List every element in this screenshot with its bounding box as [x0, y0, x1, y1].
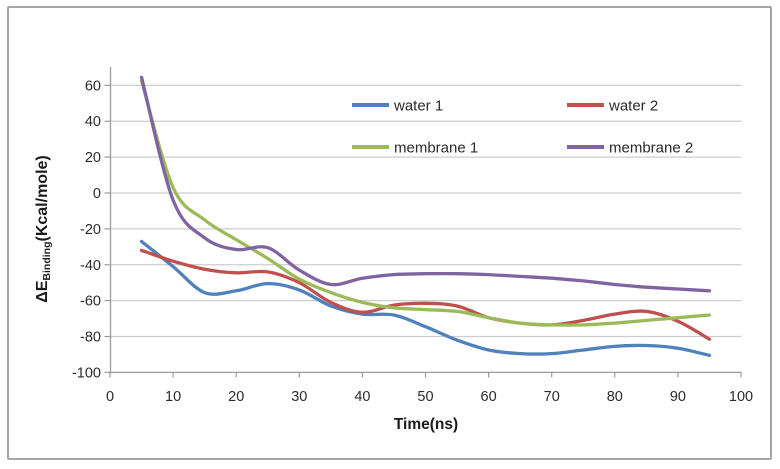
y-tick-label--100: -100	[72, 365, 101, 381]
x-tick-label-0: 0	[106, 389, 114, 405]
legend-label-water-2: water 2	[608, 98, 658, 115]
legend-item-water-2: water 2	[567, 98, 658, 115]
x-tick-label-60: 60	[481, 389, 497, 405]
tick-labels: 60 40 20 0 -20 -40 -60 -80 -100 0 10 20 30 40 50 60 70 80…	[72, 78, 753, 405]
y-tick-label--40: -40	[80, 258, 101, 274]
x-tick-label-70: 70	[544, 389, 560, 405]
x-axis-title: Time(ns)	[394, 416, 458, 433]
axes	[104, 67, 742, 378]
legend-item-membrane-1: membrane 1	[352, 140, 478, 157]
legend-label-water-1: water 1	[393, 98, 443, 115]
legend-label-membrane-2: membrane 2	[609, 140, 693, 157]
y-tick-label-60: 60	[85, 78, 101, 94]
x-tick-label-40: 40	[354, 389, 370, 405]
y-tick-label--80: -80	[80, 330, 101, 346]
y-tick-label--60: -60	[80, 294, 101, 310]
x-tick-label-90: 90	[670, 389, 686, 405]
y-axis-title-units: (Kcal/mole)	[34, 155, 51, 241]
series-lines	[139, 75, 712, 358]
legend-item-water-1: water 1	[352, 98, 443, 115]
series-line-water-1	[139, 239, 712, 358]
x-tick-label-30: 30	[291, 389, 307, 405]
y-tick-label--20: -20	[80, 222, 101, 238]
y-axis-title-symbol: ΔE	[34, 280, 51, 303]
gridlines	[110, 84, 742, 338]
y-axis-title-subscript: Binding	[41, 242, 53, 281]
legend: water 1 water 2 membrane 1 membrane 2	[352, 98, 693, 157]
x-tick-label-20: 20	[228, 389, 244, 405]
figure-border	[7, 6, 772, 460]
y-axis-title: ΔEBinding(Kcal/mole)	[34, 155, 53, 303]
legend-item-membrane-2: membrane 2	[567, 140, 693, 157]
series-line-membrane-1	[139, 79, 712, 327]
legend-label-membrane-1: membrane 1	[394, 140, 478, 157]
y-tick-label-0: 0	[93, 186, 101, 202]
x-tick-label-100: 100	[729, 389, 753, 405]
x-tick-label-50: 50	[417, 389, 433, 405]
series-line-membrane-2	[139, 75, 712, 293]
y-tick-label-40: 40	[85, 114, 101, 130]
x-tick-label-80: 80	[607, 389, 623, 405]
x-tick-label-10: 10	[165, 389, 181, 405]
y-tick-label-20: 20	[85, 150, 101, 166]
series-line-water-2	[139, 248, 712, 341]
